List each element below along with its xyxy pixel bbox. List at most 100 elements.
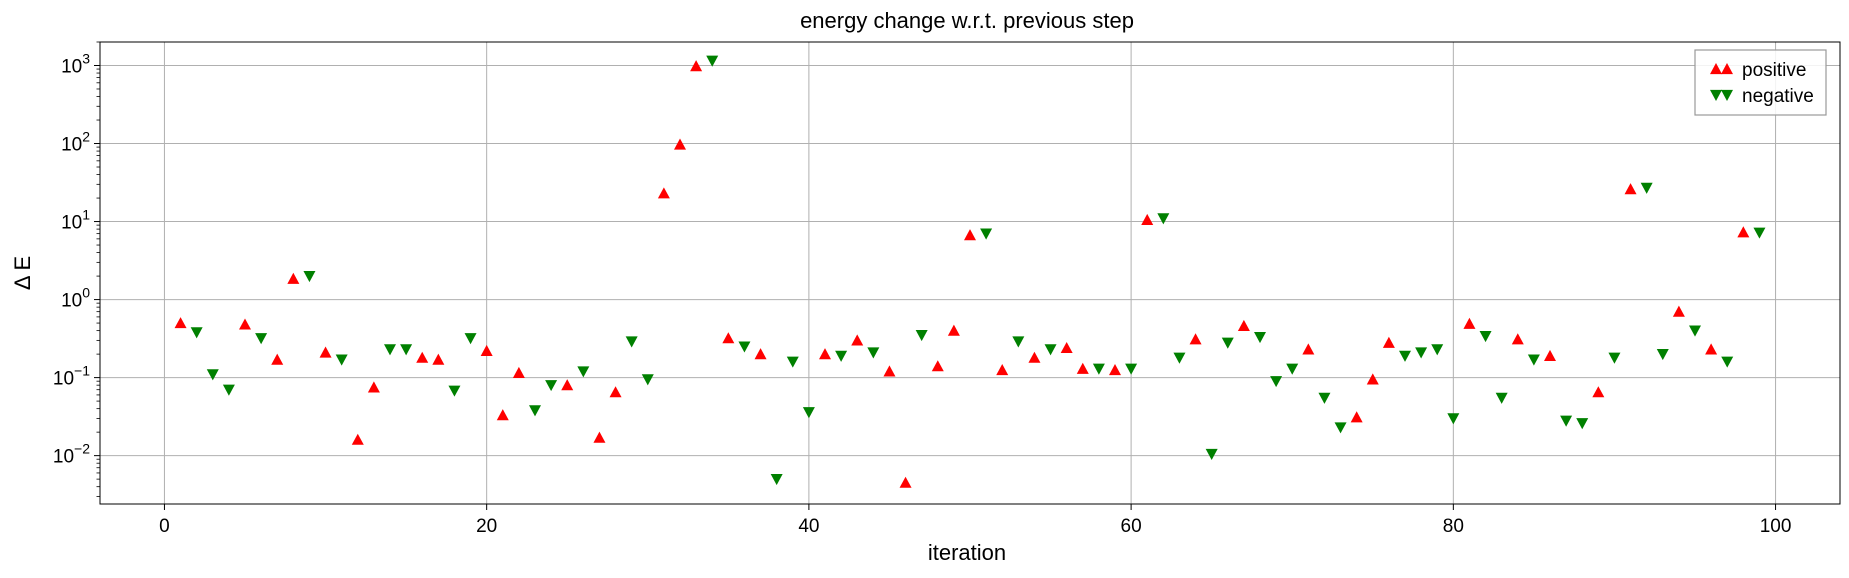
y-tick-label: 101 [61,207,90,234]
negative-point [706,55,719,67]
negative-point [1415,347,1428,359]
positive-point [271,353,284,365]
x-tick-label: 80 [1443,516,1464,537]
positive-point [996,364,1009,376]
negative-point [1221,337,1234,349]
negative-point [835,350,848,362]
negative-point [400,344,413,356]
positive-point [1705,343,1718,355]
positive-point [1511,333,1524,345]
negative-point [1640,182,1653,194]
negative-point [335,354,348,366]
positive-point [1544,349,1556,361]
legend-marker-positive [1710,63,1722,75]
grid-lines [100,42,1840,504]
negative-point [1527,354,1540,366]
chart-title: energy change w.r.t. previous step [800,8,1134,33]
positive-point [1189,333,1202,345]
negative-point [1753,227,1766,239]
positive-point [883,365,896,377]
positive-point [657,187,670,199]
negative-point [1479,331,1492,343]
positive-point [1109,364,1121,376]
legend-box [1694,49,1827,116]
positive-point [1592,386,1605,398]
positive-point [239,318,251,330]
negative-point [529,405,541,417]
data-points [174,55,1766,488]
y-axis: 10−2 10−1 100 101 102 103 [53,41,100,497]
negative-point [1447,413,1460,425]
legend-marker-negative [1721,89,1733,101]
positive-point [1366,373,1379,385]
negative-point [1495,392,1508,404]
positive-point [367,381,380,393]
negative-point [915,330,928,342]
negative-point [1254,332,1266,344]
negative-point [867,347,880,359]
x-axis-label: iteration [928,540,1006,565]
positive-point [674,138,686,150]
legend-marker-negative [1710,89,1722,101]
positive-point [1382,336,1395,348]
negative-point [786,356,799,368]
positive-point [1060,341,1073,354]
positive-point [1463,317,1476,329]
negative-point [1044,344,1057,356]
positive-point [1737,226,1750,238]
positive-point [1624,183,1637,195]
positive-point [496,409,509,421]
legend-item-positive: positive [1710,60,1806,81]
negative-point [1286,363,1299,375]
x-tick-label: 20 [476,516,497,537]
negative-point [255,333,268,345]
negative-point [303,270,316,283]
positive-point [609,386,622,398]
negative-point [625,336,638,348]
negative-point [190,327,203,339]
positive-point [690,60,703,72]
y-tick-label: 102 [61,129,90,156]
y-tick-label: 100 [61,285,90,312]
positive-point [561,379,574,391]
negative-point [545,380,558,392]
negative-point [770,474,783,486]
negative-point [448,385,461,397]
negative-point [1608,352,1621,364]
x-tick-label: 60 [1121,516,1142,537]
positive-point [964,229,976,241]
positive-point [947,324,960,336]
negative-point [1270,376,1283,388]
x-tick-label: 40 [798,516,819,537]
positive-point [416,351,429,363]
positive-point [1141,213,1154,225]
x-tick-label: 0 [159,516,170,537]
negative-point [1656,349,1669,361]
negative-point [641,374,654,386]
negative-point [1173,352,1186,364]
negative-point [1576,418,1589,430]
negative-point [1125,363,1138,375]
positive-point [931,360,944,372]
negative-point [577,366,590,378]
positive-point [1028,351,1041,363]
positive-point [754,348,767,360]
positive-point [432,353,445,365]
negative-point [1399,350,1411,362]
legend-marker-positive [1721,63,1733,75]
positive-point [819,348,831,360]
negative-point [1205,448,1218,460]
plot-frame [99,41,1841,505]
positive-point [1350,411,1363,423]
negative-point [1560,415,1573,427]
negative-point [464,333,477,345]
positive-point [319,346,332,358]
positive-point [899,476,912,488]
positive-point [1302,343,1315,355]
positive-point [1672,305,1685,317]
positive-point [480,344,493,356]
negative-point [1092,363,1105,375]
legend-label-negative: negative [1742,86,1814,107]
positive-point [593,431,606,443]
